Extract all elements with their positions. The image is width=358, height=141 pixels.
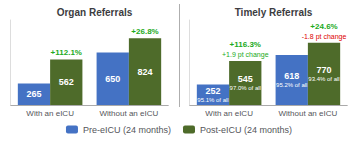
svg-text:Post-eICU (24 months): Post-eICU (24 months) bbox=[200, 125, 292, 135]
svg-text:With an eICU: With an eICU bbox=[26, 109, 74, 118]
svg-text:+112.1%: +112.1% bbox=[51, 48, 82, 57]
svg-text:252: 252 bbox=[205, 86, 220, 96]
svg-text:562: 562 bbox=[59, 77, 74, 87]
svg-text:-1.8 pt change: -1.8 pt change bbox=[302, 33, 347, 41]
svg-text:545: 545 bbox=[238, 74, 253, 84]
svg-text:824: 824 bbox=[138, 67, 153, 77]
svg-text:+116.3%: +116.3% bbox=[230, 40, 261, 49]
svg-text:650: 650 bbox=[105, 74, 120, 84]
svg-text:97.0% of all: 97.0% of all bbox=[230, 85, 261, 91]
svg-text:95.2% of all: 95.2% of all bbox=[276, 82, 307, 88]
svg-text:Without an eICU: Without an eICU bbox=[279, 109, 338, 118]
svg-text:Timely Referrals: Timely Referrals bbox=[235, 7, 313, 18]
svg-text:+26.8%: +26.8% bbox=[131, 27, 158, 36]
svg-text:618: 618 bbox=[284, 71, 299, 81]
svg-text:93.4% of all: 93.4% of all bbox=[308, 76, 339, 82]
svg-text:+24.6%: +24.6% bbox=[310, 22, 337, 31]
svg-text:+1.9 pt change: +1.9 pt change bbox=[222, 51, 269, 59]
svg-text:770: 770 bbox=[317, 65, 332, 75]
svg-text:Without an eICU: Without an eICU bbox=[100, 109, 159, 118]
svg-text:Pre-eICU (24 months): Pre-eICU (24 months) bbox=[83, 125, 171, 135]
svg-text:Organ Referrals: Organ Referrals bbox=[57, 7, 133, 18]
svg-text:With an eICU: With an eICU bbox=[205, 109, 253, 118]
svg-text:95.1% of all: 95.1% of all bbox=[197, 97, 228, 103]
svg-text:265: 265 bbox=[26, 89, 41, 99]
